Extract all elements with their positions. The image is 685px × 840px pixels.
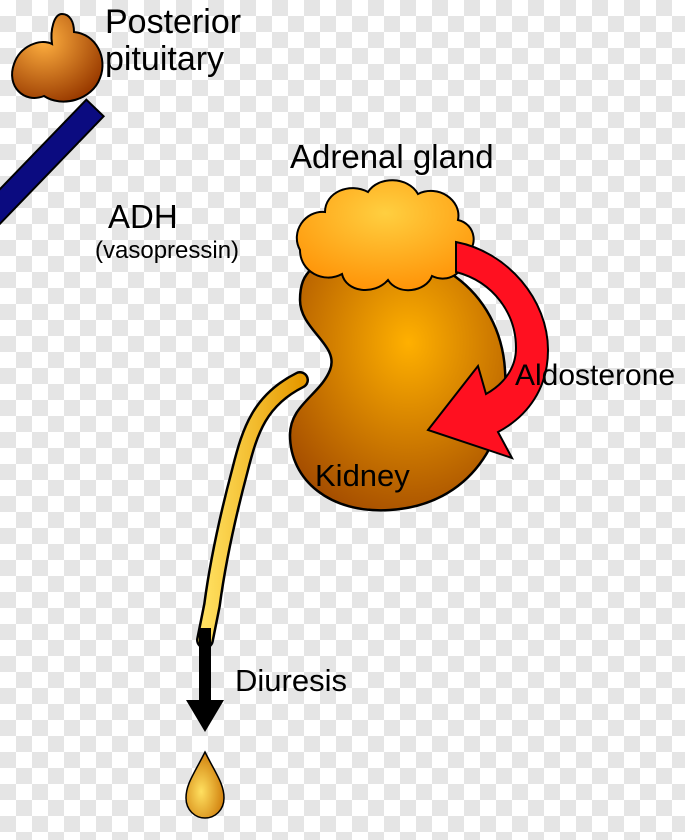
label-vasopressin: (vasopressin) — [95, 238, 239, 263]
label-adh: ADH — [108, 200, 178, 235]
adrenal-shape — [297, 180, 474, 290]
diagram-svg — [0, 0, 685, 840]
diagram-stage: Posterior pituitary Adrenal gland ADH (v… — [0, 0, 685, 840]
diuresis-arrow — [186, 628, 224, 732]
label-pituitary: pituitary — [105, 42, 224, 78]
adh-arrow — [0, 84, 119, 334]
label-diuresis: Diuresis — [235, 665, 347, 698]
urine-drop — [186, 752, 224, 818]
label-kidney: Kidney — [315, 460, 410, 493]
label-posterior: Posterior — [105, 5, 241, 41]
label-aldosterone: Aldosterone — [515, 360, 675, 392]
label-adrenal-gland: Adrenal gland — [290, 140, 494, 175]
pituitary-shape — [12, 14, 102, 102]
